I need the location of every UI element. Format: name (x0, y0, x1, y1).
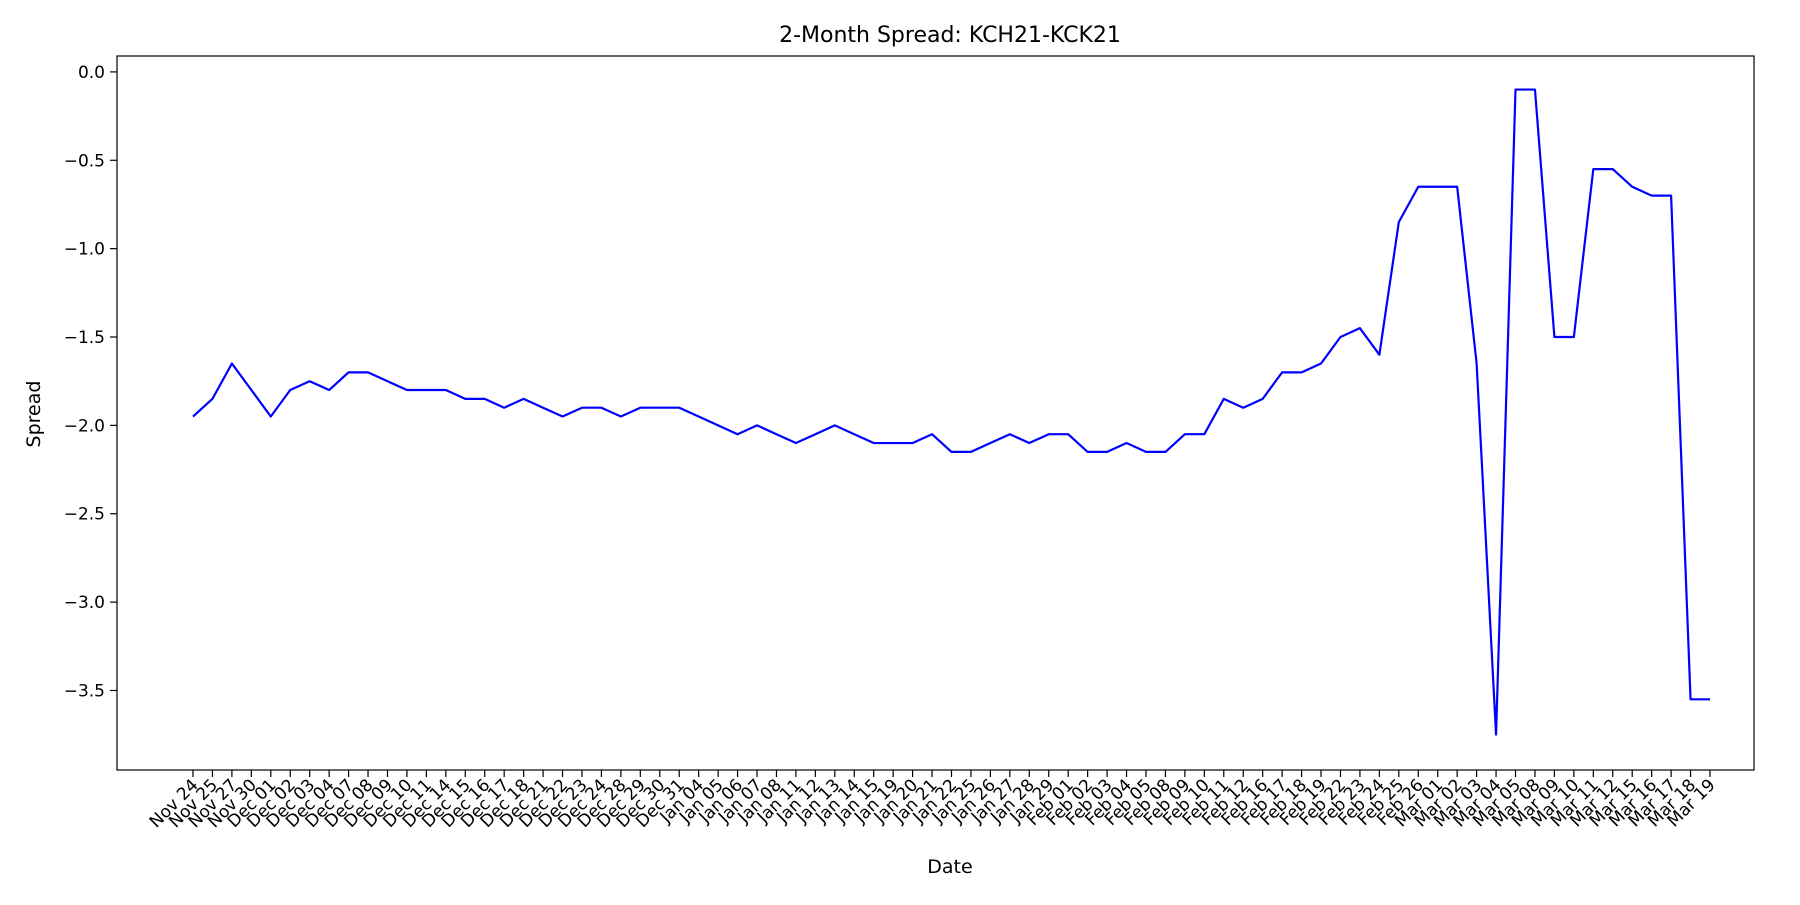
y-tick-label: −2.5 (64, 505, 105, 525)
y-tick-label: −1.0 (64, 240, 105, 260)
y-tick-label: −3.0 (64, 593, 105, 613)
y-tick-label: −1.5 (64, 328, 105, 348)
y-tick-label: 0.0 (78, 63, 105, 83)
x-axis-label: Date (927, 856, 972, 878)
chart-title: 2-Month Spread: KCH21-KCK21 (779, 23, 1121, 48)
plot-frame (116, 55, 1755, 771)
series-line (192, 88, 1710, 736)
y-tick-label: −0.5 (64, 151, 105, 171)
y-tick-label: −3.5 (64, 681, 105, 701)
y-axis-label: Spread (23, 381, 45, 448)
y-tick-label: −2.0 (64, 416, 105, 436)
